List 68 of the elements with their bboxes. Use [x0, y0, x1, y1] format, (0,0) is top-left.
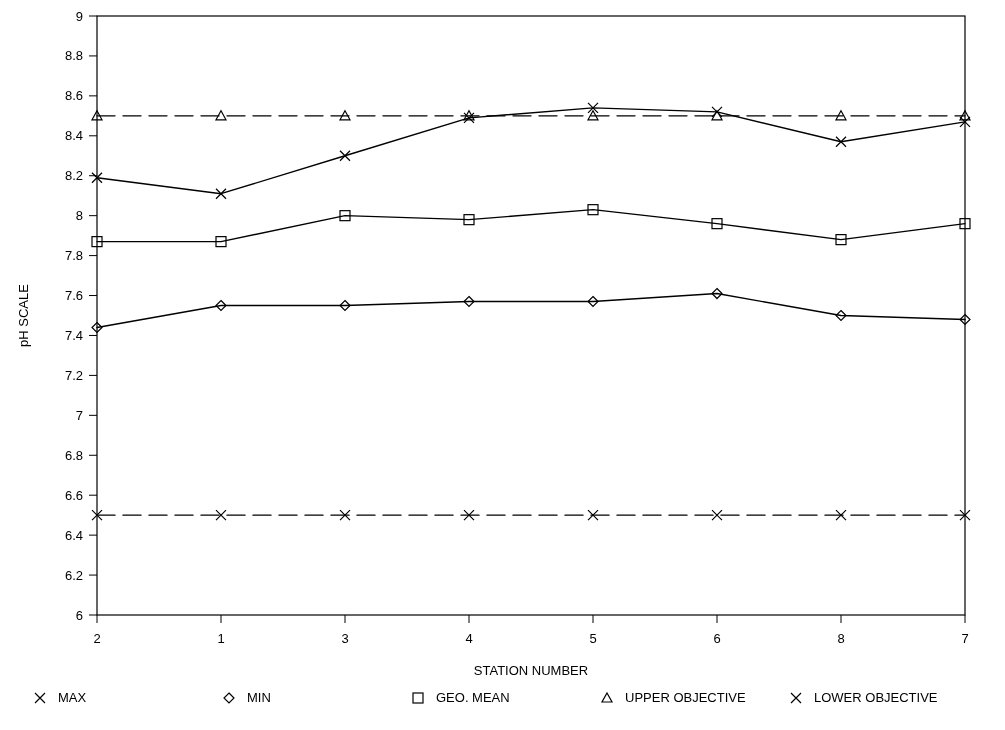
x-tick-label: 8 — [837, 631, 845, 646]
point — [959, 313, 971, 326]
point — [835, 509, 847, 521]
y-tick-label: 7.4 — [64, 328, 83, 344]
point — [215, 110, 227, 121]
point — [463, 214, 475, 226]
x-tick-label: 2 — [93, 631, 101, 646]
y-tick-label: 6.4 — [64, 527, 83, 543]
legend-label: MAX — [58, 690, 87, 705]
y-tick-label: 9 — [75, 8, 83, 24]
point — [711, 509, 723, 521]
point — [587, 110, 599, 121]
x-tick-label: 4 — [465, 631, 473, 646]
point — [959, 218, 971, 230]
point — [587, 295, 599, 308]
point — [91, 321, 103, 334]
point — [91, 110, 103, 121]
point — [215, 299, 227, 312]
x-tick-label: 5 — [589, 631, 597, 646]
point — [215, 188, 227, 200]
x-tick-label: 1 — [217, 631, 225, 646]
point — [711, 287, 723, 300]
y-tick-label: 8 — [75, 208, 83, 224]
y-tick-label: 6.2 — [64, 567, 83, 583]
point — [711, 218, 723, 230]
y-tick-label: 8.2 — [64, 168, 83, 184]
point — [215, 509, 227, 521]
y-tick-label: 6 — [75, 607, 83, 623]
point — [339, 110, 351, 121]
point — [339, 299, 351, 312]
point — [835, 110, 847, 121]
point — [215, 236, 227, 248]
y-axis-title: pH SCALE — [16, 283, 31, 347]
y-tick-label: 8.8 — [64, 48, 83, 64]
point — [711, 106, 723, 118]
legend-label: LOWER OBJECTIVE — [814, 690, 938, 705]
legend-label: MIN — [247, 690, 271, 705]
y-tick-label: 6.8 — [64, 447, 83, 463]
y-tick-label: 7.8 — [64, 248, 83, 264]
y-tick-label: 6.6 — [64, 487, 83, 503]
point — [711, 110, 723, 121]
point — [463, 509, 475, 521]
point — [959, 509, 971, 521]
point — [959, 110, 971, 121]
x-axis-title: STATION NUMBER — [473, 663, 589, 678]
point — [91, 236, 103, 248]
point — [339, 509, 351, 521]
y-tick-label: 7.6 — [64, 288, 83, 304]
point — [339, 210, 351, 222]
point — [339, 150, 351, 162]
y-tick-label: 7.2 — [64, 367, 83, 383]
legend-label: UPPER OBJECTIVE — [625, 690, 746, 705]
point — [587, 204, 599, 216]
point — [959, 116, 971, 128]
legend-label: GEO. MEAN — [436, 690, 510, 705]
y-tick-label: 8.4 — [64, 128, 83, 144]
point — [463, 295, 475, 308]
x-tick-label: 3 — [341, 631, 349, 646]
point — [835, 309, 847, 322]
point — [835, 234, 847, 246]
point — [587, 509, 599, 521]
point — [587, 102, 599, 114]
point — [835, 136, 847, 148]
x-tick-label: 6 — [713, 631, 721, 646]
point — [91, 509, 103, 521]
y-tick-label: 7 — [75, 407, 83, 423]
x-tick-label: 7 — [961, 631, 969, 646]
y-tick-label: 8.6 — [64, 88, 83, 104]
